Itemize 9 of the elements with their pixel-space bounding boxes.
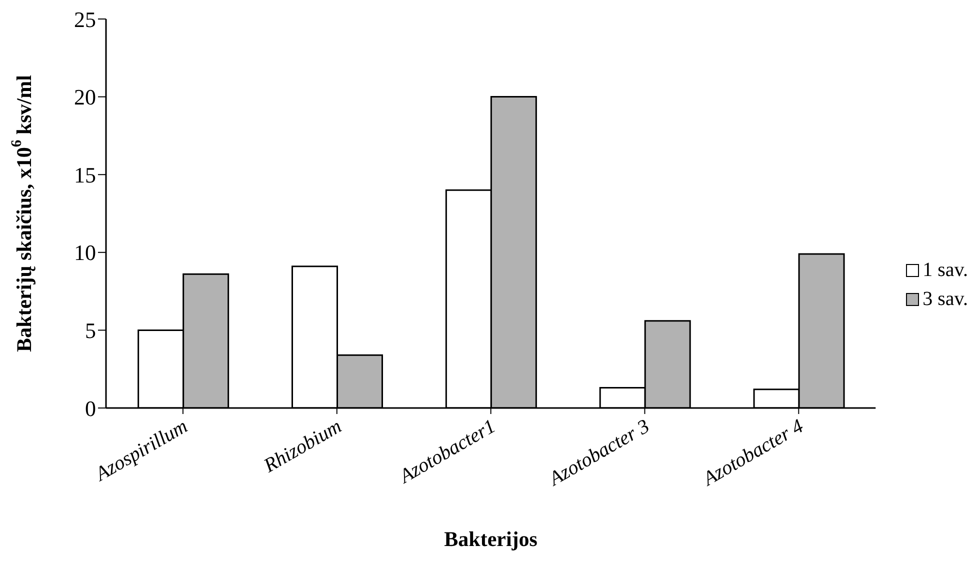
legend-label: 3 sav. xyxy=(922,288,968,311)
y-tick-label: 0 xyxy=(85,396,96,421)
y-tick-label: 15 xyxy=(74,162,96,188)
y-tick-label: 20 xyxy=(74,84,96,110)
y-tick-label: 5 xyxy=(85,318,96,344)
legend-label: 1 sav. xyxy=(922,259,968,282)
y-tick-label: 10 xyxy=(74,240,96,266)
x-axis-title: Bakterijos xyxy=(444,527,538,551)
y-tick-label: 25 xyxy=(74,6,96,32)
